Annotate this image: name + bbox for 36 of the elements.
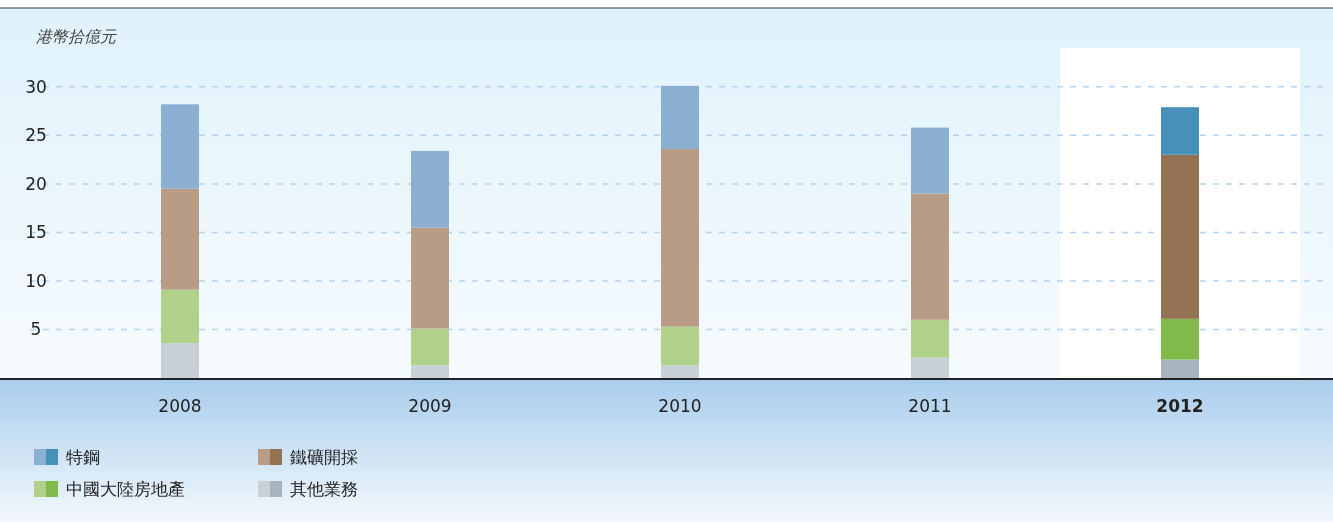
x-tick-label: 2009 [408,396,452,416]
bar [161,289,199,344]
y-tick-label: 10 [25,270,47,291]
y-tick-label: 5 [30,319,42,340]
bar [1161,154,1199,319]
x-tick-label: 2010 [658,396,702,416]
bar [411,150,449,228]
bar [161,104,199,189]
bar [661,85,699,149]
bar [161,188,199,290]
legend-label: 中國大陸房地產 [66,479,185,499]
bar [911,193,949,320]
bar [661,326,699,366]
bar [661,365,699,378]
bar [661,148,699,327]
y-axis-title: 港幣拾億元 [36,27,117,46]
legend-label: 特鋼 [66,447,100,467]
bar [161,343,199,378]
bar [1161,359,1199,378]
bar [411,227,449,329]
y-tick-label: 20 [25,173,47,194]
bar [911,127,949,194]
y-tick-label: 30 [25,76,47,97]
x-tick-label: 2012 [1156,396,1204,416]
x-tick-label: 2011 [908,396,952,416]
bar [411,328,449,366]
legend-label: 其他業務 [290,479,358,499]
y-tick-label: 25 [25,125,47,146]
bar [911,357,949,378]
bar [911,319,949,358]
bar [1161,107,1199,155]
x-tick-label: 2008 [158,396,202,416]
legend-label: 鐵礦開採 [290,447,358,467]
bar [1161,318,1199,360]
bar [411,365,449,378]
y-tick-label: 15 [25,222,47,243]
